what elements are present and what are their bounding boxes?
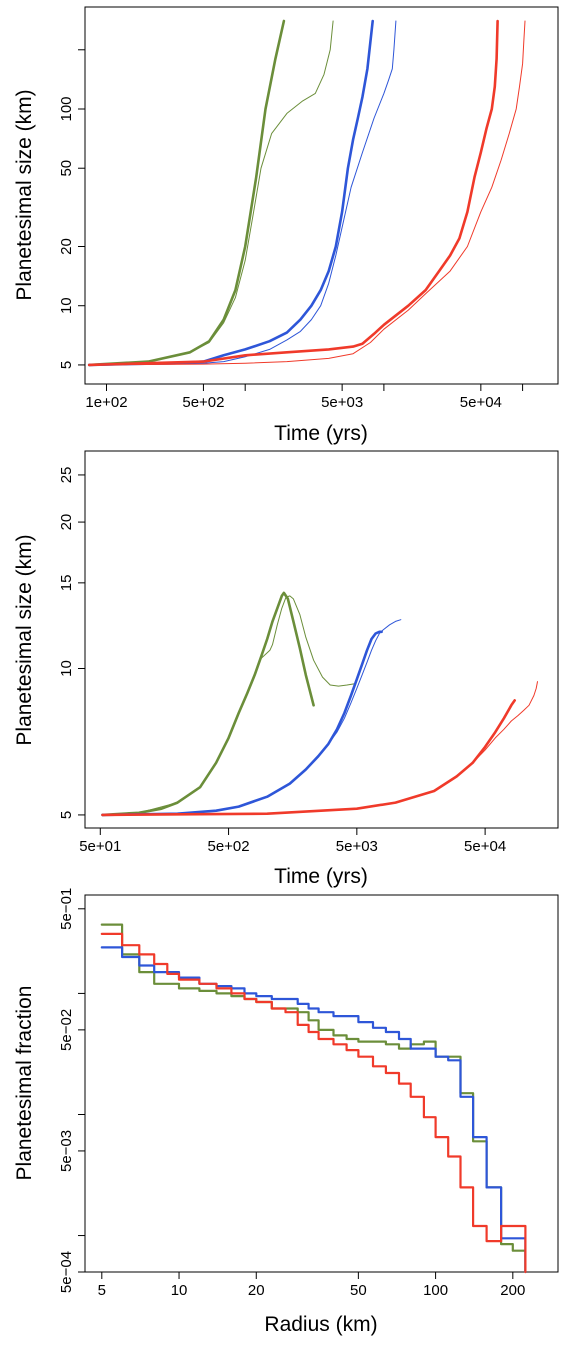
y-tick-label: 5e−01 bbox=[58, 888, 75, 930]
y-axis-label: Planetesimal fraction bbox=[13, 986, 36, 1181]
plot-frame bbox=[84, 450, 559, 829]
x-tick-label: 5e+03 bbox=[321, 394, 363, 411]
x-axis-ticks: 5e+01 5e+02 5e+03 5e+04 bbox=[79, 828, 506, 855]
series-green-medium-line bbox=[100, 923, 527, 1274]
x-tick-label: 100 bbox=[423, 1282, 448, 1299]
series-red-thin-line bbox=[88, 20, 526, 366]
series-blue-thin-line bbox=[88, 20, 397, 366]
x-axis-ticks: 5 10 20 50 100 200 bbox=[98, 1272, 525, 1299]
series-green-thin-line bbox=[88, 20, 334, 366]
y-tick-label: 5e−03 bbox=[58, 1130, 75, 1172]
x-tick-label: 50 bbox=[350, 1282, 367, 1299]
series-blue-thick-line bbox=[101, 630, 383, 817]
x-tick-label: 5e+04 bbox=[464, 838, 506, 855]
series-layer bbox=[100, 923, 527, 1274]
series-blue-medium-line bbox=[100, 946, 527, 1274]
series-blue-thick-line bbox=[87, 19, 374, 367]
series-green-thick-line bbox=[87, 19, 286, 367]
series-blue-thin-line bbox=[102, 619, 402, 816]
x-tick-label: 5e+02 bbox=[182, 394, 224, 411]
y-axis-ticks: 5 10 15 20 25 bbox=[58, 467, 85, 819]
y-tick-label: 15 bbox=[58, 575, 75, 592]
series-red-thick-line bbox=[87, 19, 499, 367]
x-tick-label: 5e+03 bbox=[336, 838, 378, 855]
x-axis-ticks: 1e+02 5e+02 5e+03 5e+04 bbox=[85, 384, 524, 411]
x-tick-label: 5 bbox=[98, 1282, 106, 1299]
series-green-thick-line bbox=[101, 591, 315, 817]
y-tick-label: 5e−04 bbox=[58, 1251, 75, 1293]
x-tick-label: 5e+04 bbox=[460, 394, 502, 411]
series-layer bbox=[87, 19, 526, 367]
x-tick-label: 20 bbox=[248, 1282, 265, 1299]
series-layer bbox=[101, 591, 538, 817]
y-tick-label: 10 bbox=[58, 660, 75, 677]
x-axis-label: Time (yrs) bbox=[274, 422, 368, 445]
chart-panel-time-size-top: 1e+02 5e+02 5e+03 5e+04 5 10 20 50 100 Time (yr… bbox=[13, 6, 559, 445]
series-red-medium-line bbox=[100, 932, 527, 1274]
y-tick-label: 5e−02 bbox=[58, 1009, 75, 1051]
series-green-thin-line bbox=[102, 595, 356, 816]
x-tick-label: 5e+01 bbox=[79, 838, 121, 855]
y-tick-label: 10 bbox=[58, 297, 75, 314]
y-axis-label: Planetesimal size (km) bbox=[13, 89, 36, 300]
x-tick-label: 5e+02 bbox=[207, 838, 249, 855]
y-tick-label: 20 bbox=[58, 238, 75, 255]
plot-frame bbox=[84, 6, 559, 385]
x-tick-label: 1e+02 bbox=[85, 394, 127, 411]
chart-panel-time-size-middle: 5e+01 5e+02 5e+03 5e+04 5 10 15 20 25 Time (yrs… bbox=[13, 450, 559, 888]
series-red-thick-line bbox=[101, 699, 516, 817]
x-tick-label: 200 bbox=[500, 1282, 525, 1299]
y-tick-label: 5 bbox=[58, 811, 75, 819]
chart-panel-radius-fraction: 5 10 20 50 100 200 5e−04 5e−03 5e−02 5e−01 Radiu… bbox=[13, 888, 559, 1336]
x-tick-label: 10 bbox=[171, 1282, 188, 1299]
y-tick-label: 5 bbox=[58, 361, 75, 369]
x-axis-label: Time (yrs) bbox=[274, 865, 368, 888]
y-tick-label: 20 bbox=[58, 514, 75, 531]
x-axis-label: Radius (km) bbox=[264, 1313, 377, 1336]
y-axis-ticks: 5 10 20 50 100 bbox=[58, 49, 85, 369]
series-red-thin-line bbox=[102, 681, 538, 816]
y-axis-label: Planetesimal size (km) bbox=[13, 534, 36, 745]
y-axis-ticks: 5e−04 5e−03 5e−02 5e−01 bbox=[58, 888, 85, 1293]
y-tick-label: 100 bbox=[58, 96, 75, 121]
y-tick-label: 25 bbox=[58, 467, 75, 484]
y-tick-label: 50 bbox=[58, 160, 75, 177]
plot-frame bbox=[84, 894, 559, 1273]
